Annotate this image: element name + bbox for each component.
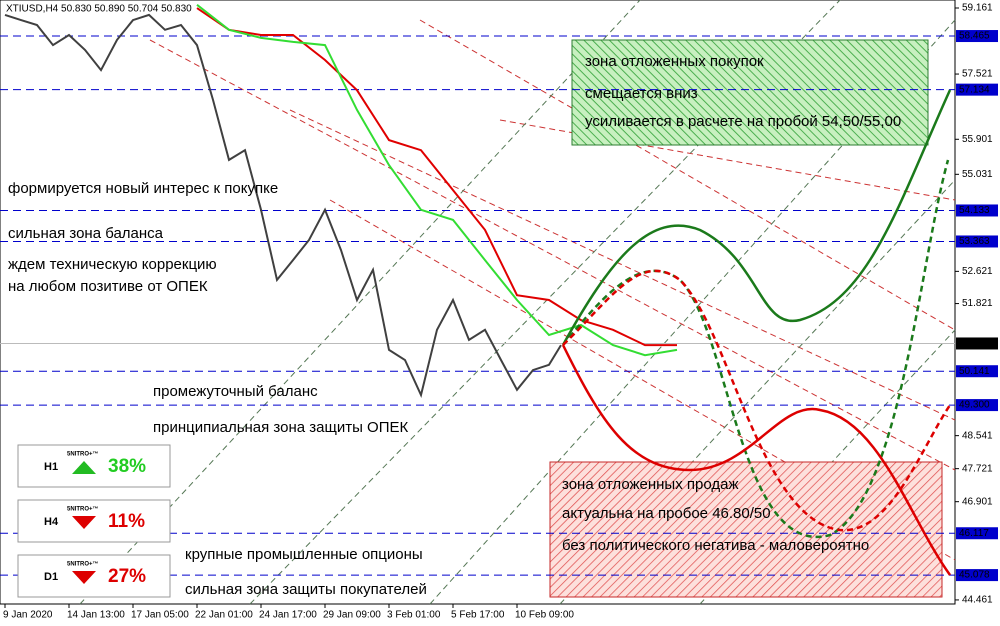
y-tick-label: 51.821	[962, 298, 993, 309]
current-price-label: 50.830	[959, 338, 990, 349]
widget-timeframe: H4	[44, 516, 59, 528]
level-label-box	[956, 569, 998, 582]
x-tick-label: 14 Jan 13:00	[67, 610, 125, 621]
widget-timeframe: D1	[44, 571, 58, 583]
x-tick-label: 10 Feb 09:00	[515, 610, 574, 621]
sell-zone: зона отложенных продаж актуальна на проб…	[549, 461, 943, 598]
annotation: сильная зона баланса	[8, 225, 164, 242]
annotation: без политического негатива - маловероятн…	[562, 537, 869, 554]
buy-zone-box	[571, 39, 929, 146]
widget-box	[17, 444, 171, 488]
x-tick-label: 5 Feb 17:00	[451, 610, 505, 621]
widget-value: 27%	[108, 566, 146, 587]
widget-box	[17, 554, 171, 598]
annotation: актуальна на пробое 46.80/50	[562, 505, 771, 522]
current-price-box	[956, 337, 998, 350]
x-tick-label: 17 Jan 05:00	[131, 610, 189, 621]
annotation: принципиальная зона защиты ОПЕК	[153, 419, 408, 436]
y-tick-label: 55.901	[962, 134, 993, 145]
widget-brand: 5NITRO+™	[67, 451, 99, 458]
widget-brand: 5NITRO+™	[67, 506, 99, 513]
widget-value: 38%	[108, 456, 146, 477]
series-line	[196, 7, 677, 347]
annotation: зона отложенных продаж	[562, 476, 739, 493]
y-tick-label: 46.901	[962, 496, 993, 507]
down-arrow	[72, 516, 96, 529]
level-label-box	[956, 83, 998, 96]
up-arrow	[72, 461, 96, 474]
y-tick-label: 57.521	[962, 69, 993, 80]
widget-value: 11%	[108, 511, 145, 532]
x-tick-label: 3 Feb 01:00	[387, 610, 441, 621]
level-label: 46.117	[959, 528, 989, 539]
level-label: 50.141	[959, 366, 990, 377]
level-label: 49.300	[959, 400, 990, 411]
y-tick-label: 55.031	[962, 169, 993, 180]
level-label-box	[956, 235, 998, 248]
x-tick-label: 29 Jan 09:00	[323, 610, 381, 621]
level-label-box	[956, 365, 998, 378]
annotation: крупные промышленные опционы	[185, 546, 423, 563]
level-label-box	[956, 204, 998, 217]
y-tick-label: 44.461	[962, 595, 993, 606]
series-line	[196, 4, 678, 357]
annotation: зона отложенных покупок	[585, 53, 764, 70]
annotation: на любом позитиве от ОПЕК	[8, 278, 208, 295]
level-label-box	[956, 399, 998, 412]
level-label: 57.134	[959, 84, 990, 95]
level-label-box	[956, 30, 998, 43]
series-line	[4, 13, 562, 399]
y-tick-label: 59.161	[962, 3, 993, 14]
buy-zone: зона отложенных покупок смещается вниз у…	[571, 39, 929, 146]
x-tick-label: 9 Jan 2020	[3, 610, 53, 621]
level-label-box	[956, 527, 998, 540]
annotation: усиливается в расчете на пробой 54,50/55…	[585, 113, 901, 130]
x-tick-label: 22 Jan 01:00	[195, 610, 253, 621]
annotation: промежуточный баланс	[153, 383, 318, 400]
level-label: 58.465	[959, 31, 990, 42]
y-tick-label: 47.721	[962, 463, 993, 474]
y-tick-label: 48.541	[962, 430, 993, 441]
widget-timeframe: H1	[44, 461, 58, 473]
widget-box	[17, 499, 171, 543]
down-arrow	[72, 571, 96, 584]
annotation: сильная зона защиты покупателей	[185, 581, 427, 598]
level-label: 45.078	[959, 570, 990, 581]
level-label: 54.133	[959, 205, 990, 216]
sell-zone-box	[549, 461, 943, 598]
annotation: формируется новый интерес к покупке	[8, 180, 278, 197]
x-tick-label: 24 Jan 17:00	[259, 610, 317, 621]
widget-brand: 5NITRO+™	[67, 561, 99, 568]
annotation: смещается вниз	[585, 85, 698, 102]
annotations: формируется новый интерес к покупке силь…	[8, 180, 427, 598]
level-label: 53.363	[959, 236, 990, 247]
chart-title: XTIUSD,H4 50.830 50.890 50.704 50.830	[6, 4, 192, 15]
forecast-paths	[561, 89, 952, 576]
widgets: H1 5NITRO+™ 38% H4 5NITRO+™ 11% D1 5NITR…	[17, 444, 171, 598]
annotation: ждем техническую коррекцию	[8, 256, 217, 273]
y-tick-label: 52.621	[962, 266, 993, 277]
